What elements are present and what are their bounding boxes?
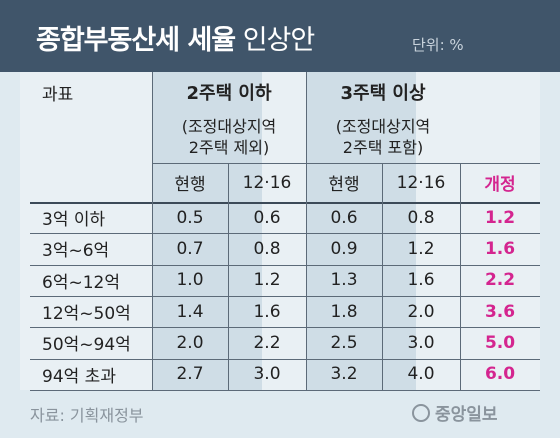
row-value-g2_1216: 3.0 (407, 332, 435, 353)
row-value-g2_current: 3.2 (330, 364, 358, 385)
row-value-reform: 5.0 (484, 332, 516, 353)
table-panel (20, 72, 540, 390)
row-value-g1_1216: 3.0 (253, 364, 281, 385)
row-value-reform: 1.2 (484, 207, 516, 228)
line-row-divider (30, 233, 540, 235)
row-value-g1_1216: 1.6 (253, 301, 281, 322)
logo-circle-icon (412, 403, 430, 422)
line-table-bottom (30, 389, 540, 391)
row-value-g1_current: 2.0 (176, 332, 204, 353)
row-value-g2_1216: 1.2 (407, 238, 435, 259)
subheader-4: 개정 (484, 175, 516, 195)
line-row-divider (30, 295, 540, 297)
row-value-g1_1216: 0.8 (253, 238, 281, 259)
highlight-column-group1 (152, 72, 262, 390)
row-bracket: 6억~12억 (42, 272, 120, 293)
group1-title: 2주택 이하 (186, 83, 272, 104)
row-bracket: 3억~6억 (42, 241, 110, 262)
source-note: 자료: 기획재정부 (30, 406, 144, 425)
title-main: 종합부동산세 세율 (36, 25, 236, 56)
vline-reform-left (460, 163, 461, 390)
group1-sub1: (조정대상지역 (181, 117, 277, 136)
row-bracket: 12억~50억 (42, 304, 131, 325)
group2-sub2: 2주택 포함) (342, 138, 424, 157)
row-value-g2_1216: 4.0 (407, 364, 435, 385)
row-bracket: 94억 초과 (42, 366, 116, 387)
subheader-3: 12·16 (396, 172, 446, 193)
row-value-reform: 6.0 (484, 364, 516, 385)
row-value-g1_1216: 0.6 (253, 207, 281, 228)
row-value-g2_current: 1.8 (330, 301, 358, 322)
publisher-logo: 중앙일보 (412, 400, 498, 425)
row-value-g1_current: 0.5 (176, 207, 204, 228)
row-bracket: 50억~94억 (42, 335, 131, 356)
title-suffix: 인상안 (242, 25, 316, 56)
line-subheader-top (152, 163, 540, 164)
vline-g2-inner (382, 163, 383, 390)
row-value-g1_1216: 1.2 (253, 270, 281, 291)
row-value-g1_current: 0.7 (176, 238, 204, 259)
subheader-2: 현행 (328, 175, 360, 195)
row-value-g2_current: 2.5 (330, 332, 358, 353)
row-value-g2_current: 1.3 (330, 270, 358, 291)
corner-label: 과표 (42, 84, 74, 105)
row-value-reform: 3.6 (484, 301, 516, 322)
row-value-reform: 2.2 (484, 270, 516, 291)
highlight-column-group2 (306, 72, 416, 390)
vline-g1-inner (228, 163, 229, 390)
row-value-g2_current: 0.9 (330, 238, 358, 259)
title-bar: 종합부동산세 세율 인상안 단위: % (0, 0, 560, 72)
page-title: 종합부동산세 세율 인상안 (36, 18, 316, 57)
row-value-reform: 1.6 (484, 238, 516, 259)
group2-subtitle: (조정대상지역 2주택 포함) (306, 112, 460, 162)
row-value-g2_1216: 1.6 (407, 270, 435, 291)
vline-group2-left (306, 72, 307, 390)
logo-text: 중앙일보 (435, 405, 498, 425)
row-value-g1_current: 1.4 (176, 301, 204, 322)
row-bracket: 3억 이하 (42, 210, 106, 231)
row-value-g2_1216: 0.8 (407, 207, 435, 228)
unit-label: 단위: % (412, 36, 464, 54)
line-row-divider (30, 327, 540, 329)
group2-sub1: (조정대상지역 (335, 117, 431, 136)
row-value-g1_current: 1.0 (176, 270, 204, 291)
group2-title: 3주택 이상 (340, 83, 426, 104)
subheader-0: 현행 (174, 175, 206, 195)
line-row-divider (30, 358, 540, 360)
line-header-bottom (30, 202, 540, 204)
vline-group1-left (152, 72, 153, 390)
row-value-g1_1216: 2.2 (253, 332, 281, 353)
group1-subtitle: (조정대상지역 2주택 제외) (152, 112, 306, 162)
line-row-divider (30, 264, 540, 266)
row-value-g2_current: 0.6 (330, 207, 358, 228)
group1-sub2: 2주택 제외) (188, 138, 270, 157)
row-value-g2_1216: 2.0 (407, 301, 435, 322)
subheader-1: 12·16 (242, 172, 292, 193)
row-value-g1_current: 2.7 (176, 364, 204, 385)
